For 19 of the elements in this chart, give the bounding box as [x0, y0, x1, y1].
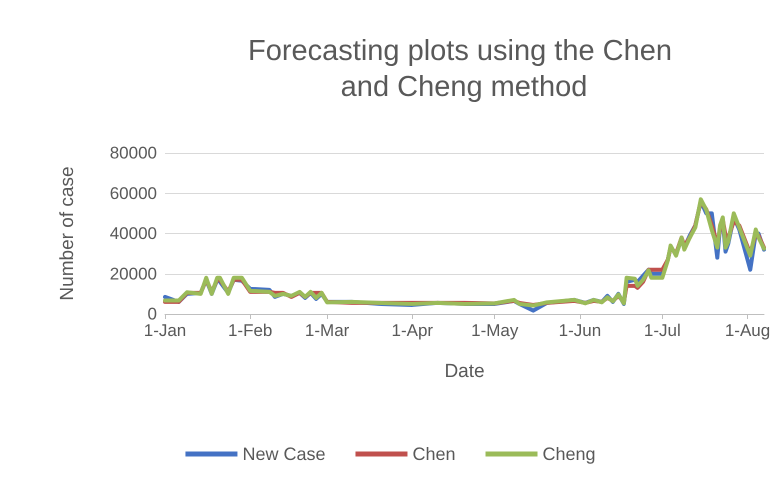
- chart-title: Forecasting plots using the Chen and Cheng method: [248, 35, 672, 103]
- x-tick-label: 1-Jan: [144, 321, 186, 340]
- x-tick-label: 1-Feb: [228, 321, 272, 340]
- legend-label: Cheng: [542, 444, 596, 464]
- y-tick-label: 20000: [110, 264, 157, 284]
- legend-label: Chen: [412, 444, 456, 464]
- y-axis-title: Number of case: [57, 166, 78, 301]
- x-tick-label: 1-Jul: [644, 321, 681, 340]
- y-tick-label: 80000: [110, 144, 157, 162]
- y-tick-label: 0: [148, 304, 157, 324]
- x-axis-title: Date: [444, 361, 485, 382]
- y-tick-label: 40000: [110, 224, 157, 243]
- x-tick-label: 1-May: [471, 321, 519, 340]
- y-tick-label: 60000: [110, 184, 157, 203]
- x-tick-label: 1-Aug: [724, 321, 770, 340]
- legend-label: New Case: [242, 444, 326, 464]
- x-tick-label: 1-Jun: [558, 321, 602, 340]
- x-tick-label: 1-Mar: [304, 321, 350, 340]
- x-tick-label: 1-Apr: [392, 321, 434, 340]
